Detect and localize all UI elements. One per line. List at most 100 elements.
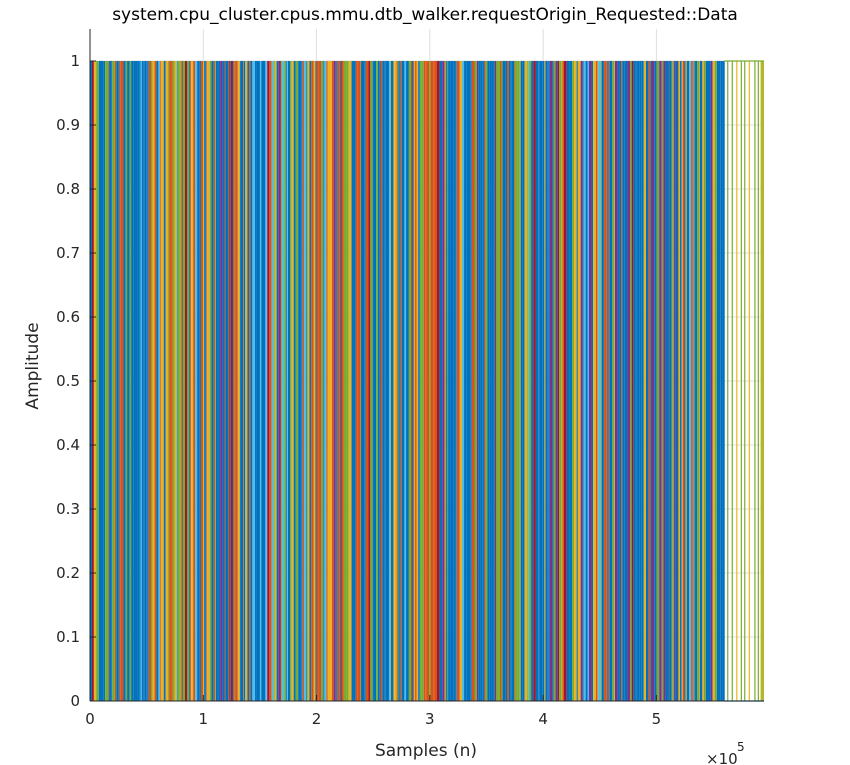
y-tick-label: 0.7 — [56, 244, 80, 262]
pulse — [333, 61, 336, 701]
pulse — [708, 61, 709, 701]
pulse — [547, 61, 549, 701]
pulse — [453, 61, 456, 701]
pulse — [114, 61, 117, 701]
pulse — [423, 61, 426, 701]
x-tick-label: 4 — [538, 710, 548, 728]
pulse — [396, 61, 398, 701]
pulse — [171, 61, 173, 701]
pulse — [650, 61, 652, 701]
pulse — [176, 61, 178, 701]
pulse — [386, 61, 389, 701]
x-tick-labels: 0 1 2 3 4 5 — [85, 710, 661, 728]
x-tick-label: 1 — [199, 710, 209, 728]
pulse — [224, 61, 226, 701]
pulse — [505, 61, 508, 701]
pulse — [470, 61, 472, 701]
pulse — [237, 61, 240, 701]
pulse — [191, 61, 194, 701]
pulse — [393, 61, 395, 701]
pulse — [291, 61, 294, 701]
pulse — [137, 61, 140, 701]
pulse — [429, 61, 431, 701]
pulse — [306, 61, 308, 701]
pulse — [202, 61, 205, 701]
pulse — [624, 61, 628, 701]
y-tick-label: 0.5 — [56, 372, 80, 390]
pulse — [457, 61, 460, 701]
pulse — [539, 61, 543, 701]
y-tick-label: 0 — [70, 692, 80, 710]
pulse — [140, 61, 142, 701]
pulse — [461, 61, 465, 701]
pulse — [487, 61, 490, 701]
x-exponent-base: ×10 — [706, 750, 738, 765]
pulse — [406, 61, 409, 701]
pulse — [675, 61, 677, 701]
pulse — [510, 61, 512, 701]
pulse — [576, 61, 578, 701]
pulse — [693, 61, 694, 701]
pulse — [306, 61, 307, 701]
pulse — [339, 61, 341, 701]
pulse — [714, 61, 717, 701]
pulse — [494, 61, 496, 701]
pulse — [519, 61, 520, 701]
pulse — [309, 61, 312, 701]
pulse — [665, 61, 668, 701]
pulse — [614, 61, 615, 701]
pulse — [614, 61, 618, 701]
pulse — [552, 61, 554, 701]
pulse — [355, 61, 358, 701]
chart-title: system.cpu_cluster.cpus.mmu.dtb_walker.r… — [112, 5, 738, 25]
y-axis-label: Amplitude — [23, 322, 43, 409]
pulse — [672, 61, 674, 701]
pulse — [631, 61, 634, 701]
pulse — [222, 61, 225, 701]
pulse — [364, 61, 366, 701]
pulse — [303, 61, 305, 701]
pulse — [228, 61, 230, 701]
pulse — [468, 61, 471, 701]
pulse — [716, 61, 719, 701]
pulse — [211, 61, 214, 701]
pulse — [195, 61, 198, 701]
pulse — [569, 61, 573, 701]
pulse — [676, 61, 679, 701]
pulse — [425, 61, 427, 701]
pulse — [520, 61, 523, 701]
pulse — [284, 61, 287, 701]
pulse — [249, 61, 251, 701]
pulse — [146, 61, 148, 701]
pulse — [635, 61, 637, 701]
y-tick-label: 0.3 — [56, 500, 80, 518]
pulse — [668, 61, 670, 701]
pulse — [293, 61, 296, 701]
pulse — [264, 61, 266, 701]
pulse — [280, 61, 282, 701]
pulse — [250, 61, 253, 701]
pulse — [98, 61, 101, 701]
pulse — [182, 61, 184, 701]
pulse — [598, 61, 601, 701]
pulse — [180, 61, 182, 701]
pulse — [643, 61, 646, 701]
pulse — [641, 61, 644, 701]
pulse — [692, 61, 694, 701]
pulse — [478, 61, 481, 701]
pulse — [351, 61, 354, 701]
pulse — [619, 61, 622, 701]
pulse — [245, 61, 248, 701]
pulse — [380, 61, 383, 701]
pulse — [372, 61, 374, 701]
pulse — [144, 61, 147, 701]
pulse — [408, 61, 409, 701]
pulse — [300, 61, 302, 701]
pulse — [445, 61, 446, 701]
pulse — [482, 61, 484, 701]
pulse — [385, 61, 387, 701]
pulse — [416, 61, 419, 701]
pulse — [500, 61, 502, 701]
pulse — [595, 61, 598, 701]
